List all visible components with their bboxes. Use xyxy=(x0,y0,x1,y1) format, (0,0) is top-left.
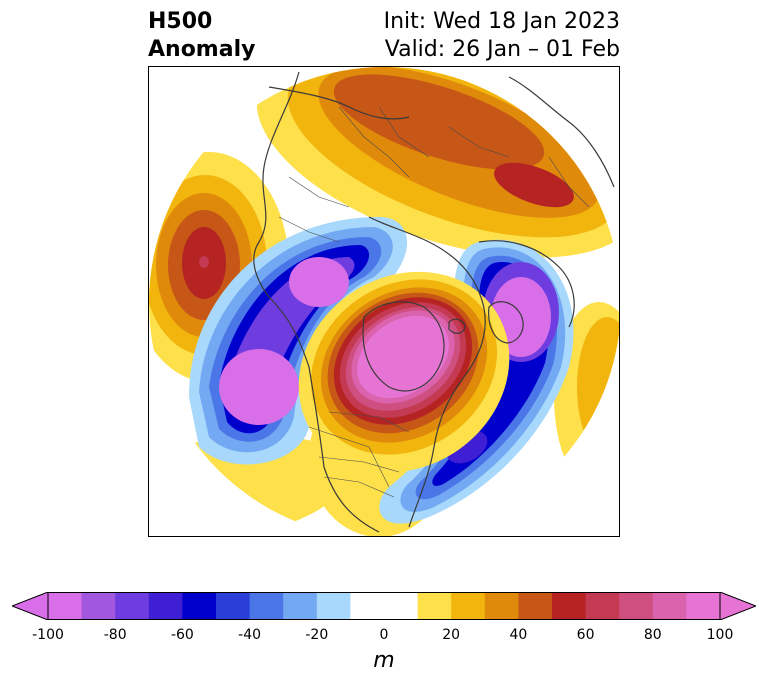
map-canvas xyxy=(149,67,619,536)
colorbar-bin xyxy=(216,592,251,620)
colorbar-tick-label: -100 xyxy=(32,627,64,643)
colorbar-bin xyxy=(249,592,284,620)
colorbar-bin xyxy=(115,592,150,620)
colorbar-tick-label: 100 xyxy=(706,627,734,643)
colorbar-bin xyxy=(148,592,183,620)
colorbar-tick-label: 80 xyxy=(643,627,662,643)
colorbar-bins xyxy=(48,592,721,620)
colorbar-tick-label: -20 xyxy=(305,627,329,643)
colorbar-extend-low xyxy=(12,592,49,620)
colorbar-tick-label: -40 xyxy=(238,627,262,643)
colorbar-tick-label: 0 xyxy=(379,627,389,643)
colorbar-bin xyxy=(552,592,587,620)
colorbar-bin xyxy=(518,592,553,620)
western-trough-anomaly xyxy=(189,217,408,465)
valid-time: Valid: 26 Jan – 01 Feb xyxy=(384,37,620,62)
title-subtitle: Anomaly xyxy=(148,37,256,62)
colorbar-bin xyxy=(182,592,217,620)
colorbar-bin xyxy=(316,592,351,620)
colorbar-bin xyxy=(81,592,116,620)
colorbar-bin xyxy=(384,592,419,620)
colorbar-bin xyxy=(585,592,620,620)
coastlines xyxy=(253,71,615,533)
colorbar-unit: m xyxy=(373,648,395,673)
colorbar-tick-label: -60 xyxy=(170,627,194,643)
colorbar-outline xyxy=(47,592,721,620)
colorbar-bin xyxy=(451,592,486,620)
colorbar-bin xyxy=(48,592,83,620)
colorbar-tick-label: -80 xyxy=(103,627,127,643)
forecast-times: Init: Wed 18 Jan 2023 Valid: 26 Jan – 01… xyxy=(384,8,620,64)
colorbar-tick-label: 20 xyxy=(442,627,461,643)
colorbar xyxy=(12,592,756,620)
borders xyxy=(278,106,590,498)
colorbar-ticks: -100 -80 -60 -40 -20 0 20 40 60 80 100 xyxy=(0,627,768,647)
anomaly-map xyxy=(148,66,620,537)
colorbar-bin xyxy=(350,592,385,620)
colorbar-tick-label: 60 xyxy=(576,627,595,643)
colorbar-extend-high xyxy=(719,592,756,620)
chart-title: H500 Anomaly xyxy=(148,8,255,64)
colorbar-bin xyxy=(484,592,519,620)
init-time: Init: Wed 18 Jan 2023 xyxy=(383,9,620,34)
colorbar-bin xyxy=(686,592,721,620)
colorbar-bin xyxy=(417,592,452,620)
title-variable: H500 xyxy=(148,9,213,34)
colorbar-tick-label: 40 xyxy=(509,627,528,643)
colorbar-bin xyxy=(283,592,318,620)
colorbar-bin xyxy=(652,592,687,620)
colorbar-bin xyxy=(619,592,654,620)
anomaly-field xyxy=(149,67,619,536)
